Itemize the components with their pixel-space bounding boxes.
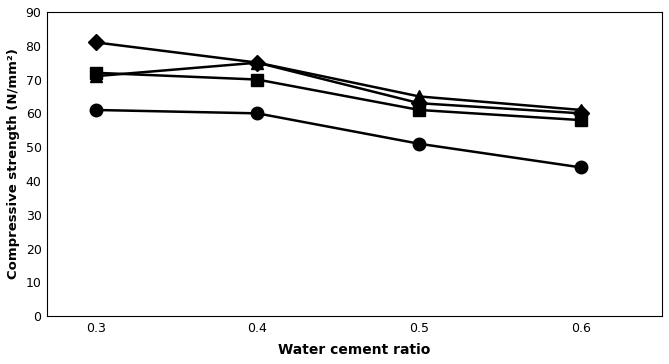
Y-axis label: Compressive strength (N/mm²): Compressive strength (N/mm²) <box>7 49 20 280</box>
X-axis label: Water cement ratio: Water cement ratio <box>278 343 431 357</box>
